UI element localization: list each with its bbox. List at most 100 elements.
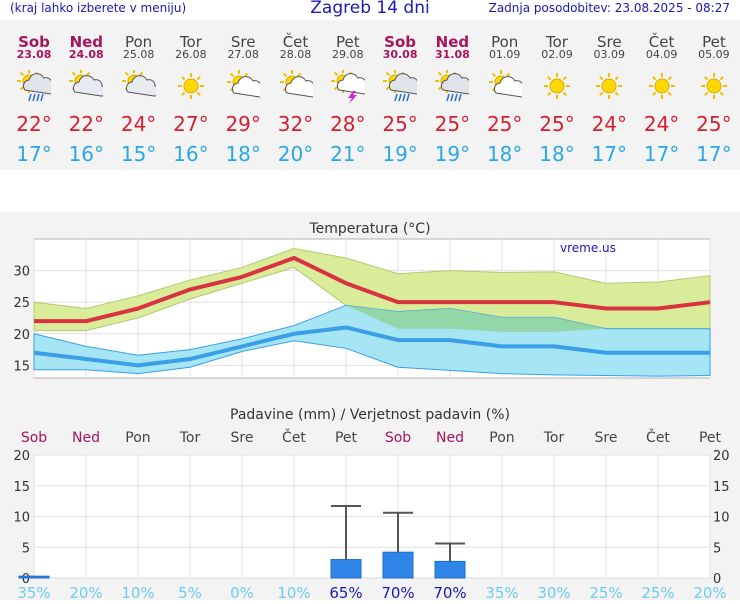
precip-probability-label: 30% <box>537 584 570 600</box>
temp-min: 19° <box>434 142 471 166</box>
temp-max: 25° <box>434 112 471 136</box>
precip-day-label: Ned <box>72 430 100 446</box>
sun-icon <box>700 73 727 99</box>
charts-svg: 15 20 25 30 Temperatura (°C) vreme.us Padavine… <box>13 221 730 602</box>
day-date: 05.09 <box>698 48 730 61</box>
precip-probability-label: 35% <box>17 584 50 600</box>
forecast-day: Sre 27.08 29° 18° <box>217 20 269 170</box>
day-name: Sob <box>18 33 50 51</box>
day-date: 26.08 <box>175 48 207 61</box>
day-date: 25.08 <box>122 48 155 61</box>
precip-tick-label-right: 5 <box>713 541 721 556</box>
temp-min: 21° <box>330 142 366 166</box>
day-name: Sre <box>597 33 622 51</box>
rain-sun-icon <box>383 70 418 102</box>
precip-bar <box>18 575 50 579</box>
precip-day-label: Pet <box>335 430 358 446</box>
temp-min: 16° <box>68 142 105 166</box>
day-name: Pon <box>491 33 519 51</box>
temp-min: 18° <box>539 142 575 166</box>
temp-max-line <box>34 255 711 324</box>
thunderstorm-sun-icon <box>330 70 365 104</box>
precip-probability-label: 25% <box>589 584 622 600</box>
precip-day-label: Sre <box>231 430 254 446</box>
day-date: 04.09 <box>645 48 678 61</box>
sun-cloud-icon <box>227 70 261 98</box>
temp-tick-label: 15 <box>13 359 30 374</box>
day-date: 27.08 <box>227 48 259 61</box>
precip-tick-label-right: 20 <box>713 449 730 464</box>
day-name: Tor <box>546 33 568 51</box>
precip-probability-label: 25% <box>641 584 674 600</box>
temp-min: 18° <box>486 142 523 166</box>
precip-tick-label-left: 15 <box>13 480 30 495</box>
precip-day-label: Čet <box>646 428 670 446</box>
precip-day-label: Sob <box>385 430 411 446</box>
forecast-day: Tor 26.08 27° 16° <box>165 20 217 170</box>
forecast-day: Čet 04.09 24° 17° <box>636 20 688 170</box>
sun-icon <box>648 73 675 99</box>
precip-day-label: Pon <box>125 430 150 446</box>
temp-min: 17° <box>643 142 680 166</box>
partly-cloudy-icon <box>69 70 104 97</box>
temp-max: 28° <box>330 112 366 136</box>
sun-icon <box>177 73 204 99</box>
precip-day-label: Sob <box>21 430 47 446</box>
temp-max: 22° <box>16 112 52 136</box>
charts-panel: 15 20 25 30 Temperatura (°C) vreme.us Padavine… <box>0 212 740 602</box>
watermark: vreme.us <box>560 241 616 255</box>
header: (kraj lahko izberete v meniju) Zagreb 14… <box>0 0 740 20</box>
rain-sun-icon <box>435 70 470 102</box>
temp-tick-label: 25 <box>13 296 30 311</box>
day-name: Ned <box>435 33 470 51</box>
temp-max: 25° <box>696 112 732 136</box>
precip-tick-label-left: 5 <box>22 541 30 556</box>
forecast-strip: Sob 23.08 22° 17° Ned 24.08 22° 16° Pon 25.08 24° 1… <box>0 20 740 170</box>
day-name: Sob <box>384 33 417 51</box>
precip-chart-title: Padavine (mm) / Verjetnost padavin (%) <box>230 407 510 423</box>
day-name: Pet <box>335 33 360 51</box>
forecast-day: Sob 23.08 22° 17° <box>8 20 60 170</box>
partly-cloudy-icon <box>121 70 156 97</box>
forecast-day: Tor 02.09 25° 18° <box>531 20 583 170</box>
day-name: Sre <box>230 33 256 51</box>
precip-day-label: Tor <box>543 430 565 446</box>
precip-probability-label: 0% <box>230 584 254 600</box>
day-date: 24.08 <box>68 48 104 61</box>
sun-icon <box>544 73 570 99</box>
forecast-day: Ned 31.08 25° 19° <box>426 20 478 170</box>
temp-min: 17° <box>591 142 628 166</box>
temp-max: 27° <box>173 112 209 136</box>
precip-day-label: Pet <box>699 430 722 446</box>
day-date: 23.08 <box>16 48 52 61</box>
temp-max: 24° <box>643 112 680 136</box>
temp-max: 24° <box>120 112 157 136</box>
precip-day-label: Ned <box>436 430 464 446</box>
precip-probability-label: 35% <box>485 584 518 600</box>
forecast-day: Pet 05.09 25° 17° <box>688 20 740 170</box>
day-date: 31.08 <box>434 48 470 61</box>
temp-min: 17° <box>696 142 732 166</box>
temp-max: 25° <box>486 112 523 136</box>
precip-day-label: Tor <box>179 430 201 446</box>
sun-cloud-icon <box>279 70 313 98</box>
day-date: 03.09 <box>593 48 626 61</box>
sun-icon <box>596 73 623 99</box>
precip-tick-label-right: 10 <box>713 511 730 526</box>
precip-probability-label: 5% <box>178 584 202 600</box>
temp-min: 15° <box>120 142 157 166</box>
temp-min: 20° <box>277 142 314 166</box>
forecast-day: Sre 03.09 24° 17° <box>583 20 635 170</box>
day-date: 28.08 <box>279 48 312 61</box>
day-name: Ned <box>69 33 104 51</box>
location-menu-hint[interactable]: (kraj lahko izberete v meniju) <box>10 1 187 15</box>
precip-bar <box>382 551 414 579</box>
temp-chart-title: Temperatura (°C) <box>308 221 430 237</box>
sun-cloud-icon <box>488 70 522 98</box>
day-name: Čet <box>282 33 309 51</box>
forecast-day: Pon 25.08 24° 15° <box>113 20 165 170</box>
day-name: Tor <box>179 33 202 51</box>
precip-tick-label-left: 0 <box>22 572 30 587</box>
temp-max: 29° <box>225 112 261 136</box>
forecast-day: Čet 28.08 32° 20° <box>270 20 322 170</box>
